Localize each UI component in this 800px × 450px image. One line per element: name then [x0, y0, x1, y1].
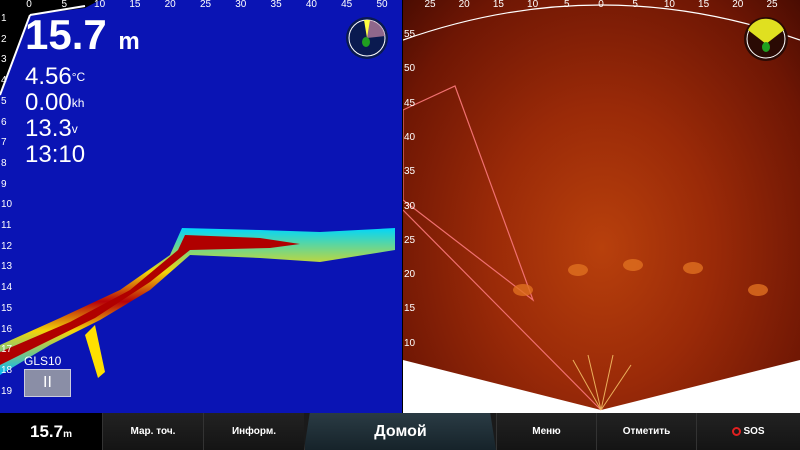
livescope-panel[interactable]: 25 20 15 10 5 0 5 10 15 20 25 55 50 45 40 35 30 25 20 15 10 5…: [403, 0, 800, 413]
depth-tick: 45: [404, 97, 416, 109]
voltage-unit: v: [71, 122, 78, 136]
depth-tick: 14: [1, 282, 13, 294]
sonar-fan: [403, 4, 800, 413]
sos-label: SOS: [743, 426, 765, 437]
depth-tick: 7: [1, 137, 7, 149]
range-tick: 5: [564, 0, 570, 10]
range-tick: 15: [698, 0, 710, 10]
depth-tick: 5: [404, 372, 410, 383]
depth-tick: 10: [404, 337, 416, 349]
depth-unit: m: [118, 28, 140, 55]
range-tick: 30: [235, 0, 247, 10]
depth-tick: 50: [404, 63, 416, 75]
depth-tick: 40: [404, 131, 416, 143]
info-button[interactable]: Информ.: [203, 413, 304, 450]
home-button[interactable]: Домой: [304, 413, 496, 450]
range-tick: 25: [424, 0, 436, 10]
depth-tick: 4: [1, 75, 7, 87]
depth-tick: 25: [404, 234, 416, 246]
range-tick: 0: [26, 0, 32, 10]
depth-tick: 15: [1, 302, 13, 314]
depth-tick: 16: [1, 323, 13, 335]
pause-icon: II: [43, 374, 52, 391]
compass-icon: [744, 17, 788, 61]
depth-tick: 18: [1, 364, 13, 376]
depth-tick: 6: [1, 116, 7, 128]
source-label: GLS10: [24, 354, 62, 368]
depth-tick: 30: [404, 200, 416, 212]
depth-tick: 10: [1, 199, 13, 211]
time-value: 13:10: [25, 141, 86, 168]
range-tick: 45: [341, 0, 353, 10]
sonar-echo: [0, 0, 395, 378]
depth-tick: 5: [1, 95, 7, 107]
range-tick: 25: [766, 0, 778, 10]
temperature-value: 4.56: [25, 63, 72, 90]
range-tick: 35: [270, 0, 282, 10]
range-tick: 40: [305, 0, 317, 10]
data-overlay: 15.7 m 4.56°C 0.00kh 13.3v 13:10: [25, 13, 140, 168]
range-tick: 15: [129, 0, 141, 10]
source-label: GLS10: [428, 399, 466, 413]
depth-tick: 55: [404, 29, 416, 40]
mark-button[interactable]: Отметить: [596, 413, 696, 450]
compass-icon: [346, 17, 388, 59]
temperature-unit: °C: [71, 70, 86, 84]
depth-tick: 19: [1, 385, 13, 397]
sos-button[interactable]: SOS: [696, 413, 800, 450]
range-tick: 50: [376, 0, 388, 10]
depth-tick: 12: [1, 240, 13, 252]
depth-unit: m: [63, 429, 72, 440]
depth-value: 15.7: [25, 11, 107, 58]
range-tick: 0: [598, 0, 604, 10]
depth-tick: 1: [1, 13, 7, 24]
speed-unit: kh: [71, 96, 85, 110]
range-tick: 20: [732, 0, 744, 10]
range-tick: 5: [61, 0, 68, 10]
range-tick: 5: [632, 0, 638, 10]
pause-button[interactable]: II: [24, 369, 71, 397]
depth-tick: 35: [404, 166, 416, 178]
voltage-value: 13.3: [25, 115, 72, 142]
depth-tick: 17: [1, 344, 13, 356]
range-tick: 10: [527, 0, 539, 10]
sonar-2d-panel[interactable]: 0 5 10 15 20 25 30 35 40 45 50 1 2 3 4 5 6 7 8 9 10 11 12 13 14 1…: [0, 0, 402, 413]
range-tick: 25: [199, 0, 212, 10]
range-tick: 20: [164, 0, 176, 10]
range-tick: 15: [492, 0, 504, 10]
speed-value: 0.00: [25, 89, 72, 116]
depth-tick: 20: [404, 269, 416, 281]
depth-tick: 3: [1, 54, 7, 66]
depth-tick: 2: [1, 33, 7, 45]
range-tick: 20: [458, 0, 470, 10]
bottom-bar: 15.7 m Мар. точ. Информ. Домой Меню Отмет…: [0, 413, 800, 450]
menu-button[interactable]: Меню: [496, 413, 596, 450]
lifebuoy-icon: [732, 427, 742, 436]
depth-tick: 15: [404, 303, 416, 315]
depth-tick: 13: [1, 261, 13, 273]
depth-tick: 9: [1, 178, 7, 190]
range-tick: 10: [663, 0, 675, 10]
depth-tick: 11: [1, 220, 12, 231]
depth-tick: 8: [1, 157, 7, 169]
range-tick: 10: [94, 0, 106, 10]
depth-value: 15.7: [30, 421, 64, 441]
waypoint-button[interactable]: Мар. точ.: [102, 413, 203, 450]
depth-display: 15.7 m: [0, 413, 102, 450]
